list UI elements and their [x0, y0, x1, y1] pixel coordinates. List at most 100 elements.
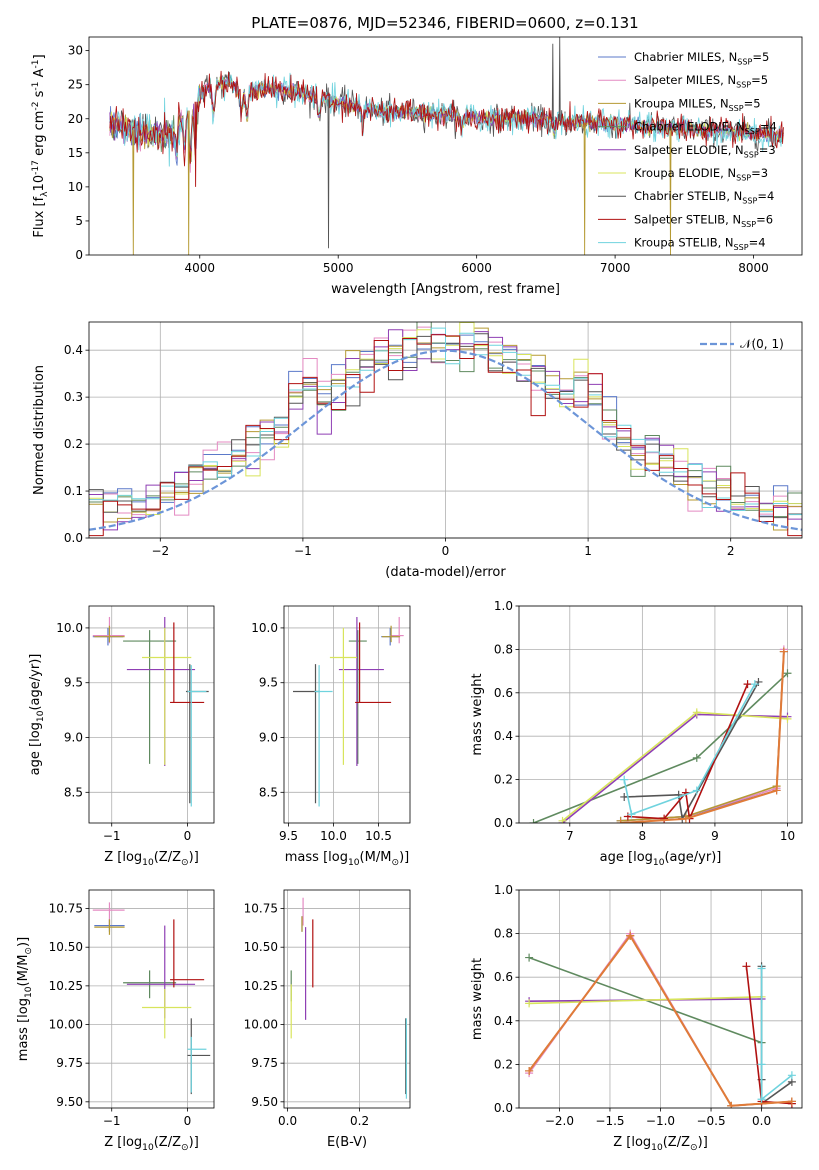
x-tick-label: 10.5 [365, 829, 392, 843]
y-tick-label: 9.5 [259, 676, 278, 690]
label-part: 10 [653, 858, 665, 868]
label-part: (age/yr)] [28, 654, 43, 711]
histogram-series [89, 334, 802, 537]
label-part: Salpeter MILES, N [634, 73, 736, 87]
y-tick-label: 10.0 [56, 621, 83, 635]
label-part: age [log [28, 722, 43, 775]
weight-marker [681, 814, 690, 823]
x-tick-label: 0 [184, 829, 192, 843]
y-tick-label: 10.50 [244, 940, 278, 954]
label-part: SSP [734, 243, 749, 252]
label-part: 10 [651, 1143, 663, 1153]
spectrum-spike [551, 43, 554, 121]
y-tick-label: 30 [68, 44, 83, 58]
label-part: -17 [31, 160, 41, 175]
label-part: Z [log [104, 1135, 142, 1150]
axes-frame [88, 36, 803, 256]
plot-area [89, 322, 802, 537]
weight-marker [757, 1060, 766, 1069]
y-tick-label: 0.8 [494, 642, 513, 656]
plot-area [92, 902, 211, 1095]
label-part: Chabrier MILES, N [634, 50, 737, 64]
label-part: Flux [f [32, 196, 47, 237]
axes-frame [283, 889, 411, 1109]
y-tick-label: 0.6 [494, 970, 513, 984]
label-part: mass [log [16, 998, 31, 1061]
x-axis-label: (data-model)/error [385, 565, 506, 580]
label-part: =5 [752, 50, 769, 64]
label-part: Kroupa STELIB, N [634, 236, 734, 250]
x-tick-label: 9 [711, 829, 719, 843]
y-tick-label: 10.50 [49, 940, 83, 954]
weight-marker [750, 680, 759, 689]
plot-area [525, 929, 796, 1108]
x-tick-label: 5000 [323, 261, 354, 275]
label-part: (data-model)/error [385, 565, 506, 580]
plot-area [290, 897, 407, 1099]
x-tick-label: 1 [584, 544, 592, 558]
weight-line [620, 651, 785, 823]
weight-marker [787, 1071, 796, 1080]
x-axis-label: Z [log10(Z/Z⊙)] [104, 1135, 199, 1153]
label-part: Kroupa MILES, N [634, 96, 729, 110]
y-tick-label: 10.0 [251, 621, 278, 635]
label-part: Kroupa ELODIE, N [634, 166, 736, 180]
weight-marker [660, 814, 669, 823]
x-tick-label: −0.5 [696, 1114, 725, 1128]
axes-frame [518, 605, 803, 824]
legend-label: Chabrier ELODIE, NSSP=4 [634, 120, 777, 136]
spectrum-spike [168, 133, 171, 167]
y-tick-label: 9.0 [64, 731, 83, 745]
weight-marker [620, 792, 629, 801]
spectrum-spike [187, 110, 190, 255]
weight-marker [742, 962, 751, 971]
label-part: =3 [759, 143, 776, 157]
legend-label: Salpeter MILES, NSSP=5 [634, 73, 768, 89]
panel-weight_vs_Z: −2.0 −1.5 −1.0 −0.5 0.0 0.0 0.2 0.4 0.6 0.8 1.0 Z [… [470, 883, 803, 1153]
weight-marker [727, 1101, 736, 1108]
y-tick-label: 10.25 [244, 979, 278, 993]
label-part: ⊙ [391, 858, 399, 868]
y-tick-label: 9.75 [56, 1056, 83, 1070]
y-tick-label: 9.75 [251, 1056, 278, 1070]
y-tick-label: 0.2 [494, 773, 513, 787]
x-tick-label: 6000 [461, 261, 492, 275]
y-tick-label: 0.3 [64, 390, 83, 404]
spectrum-spike [132, 129, 135, 255]
weight-marker [783, 714, 792, 723]
x-axis-label: Z [log10(Z/Z⊙)] [613, 1135, 708, 1153]
label-part: -2 [31, 102, 41, 111]
spectrum-spike [583, 122, 586, 255]
y-tick-label: 15 [68, 146, 83, 160]
label-part: -1 [31, 59, 41, 68]
y-tick-label: 10.00 [49, 1018, 83, 1032]
legend-label: 𝒩(0, 1) [740, 337, 784, 351]
label-part: Salpeter ELODIE, N [634, 143, 744, 157]
y-tick-label: 10.75 [49, 902, 83, 916]
y-tick-label: 10.00 [244, 1018, 278, 1032]
legend-label: Salpeter STELIB, NSSP=6 [634, 212, 773, 228]
label-part: mass weight [470, 958, 485, 1040]
axes-frame [88, 889, 215, 1109]
x-tick-label: −1 [294, 544, 312, 558]
weight-marker [529, 819, 538, 823]
label-part: SSP [737, 57, 752, 66]
y-tick-label: 1.0 [494, 599, 513, 613]
x-tick-label: −2.0 [545, 1114, 574, 1128]
weight-marker [743, 680, 752, 689]
x-axis-label: age [log10(age/yr)] [600, 850, 722, 868]
label-part: Chabrier STELIB, N [634, 189, 742, 203]
y-tick-label: 9.5 [64, 676, 83, 690]
x-axis-label: Z [log10(Z/Z⊙)] [104, 850, 199, 868]
label-part: (Z/Z [154, 1135, 181, 1150]
y-tick-label: 0.4 [64, 343, 83, 357]
y-tick-label: 0.2 [64, 437, 83, 451]
y-tick-label: 5 [75, 214, 83, 228]
weight-marker [525, 1066, 534, 1075]
figure-title: PLATE=0876, MJD=52346, FIBERID=0600, z=0… [251, 14, 638, 32]
weight-marker [692, 753, 701, 762]
label-part: SSP [729, 104, 744, 113]
label-part: )] [698, 1135, 708, 1150]
